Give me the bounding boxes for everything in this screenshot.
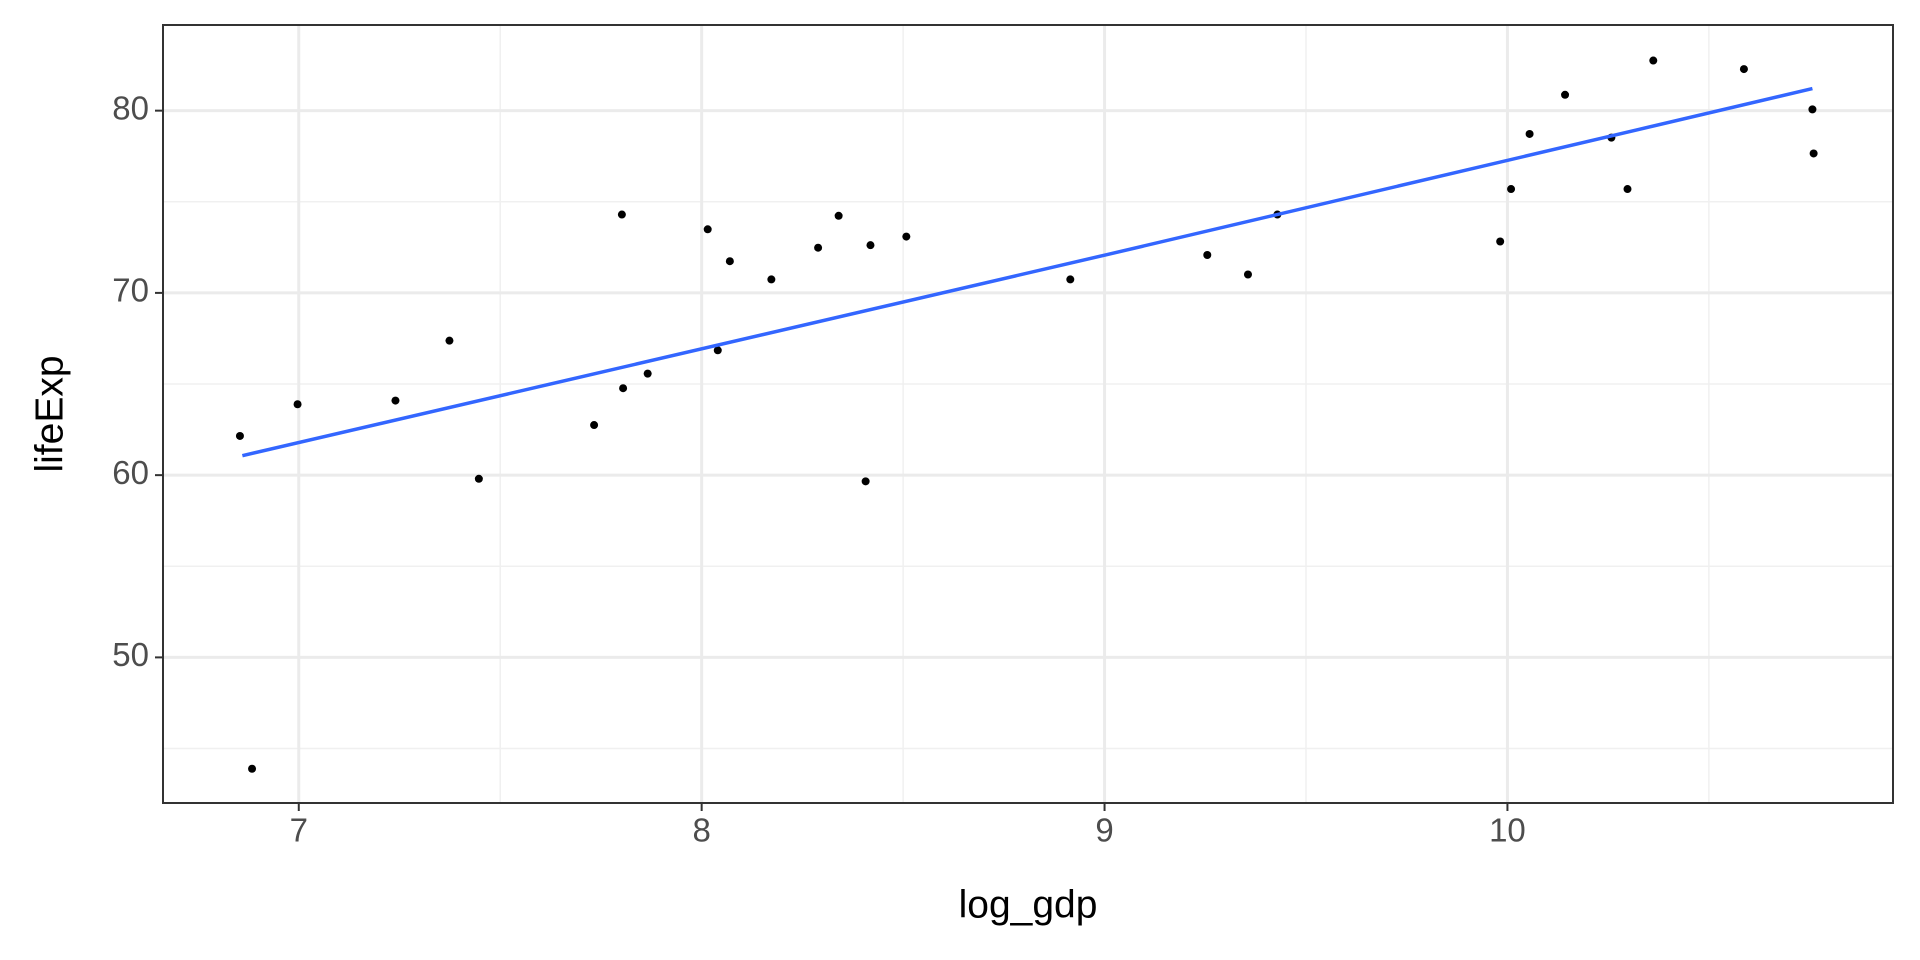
point: [1525, 129, 1534, 138]
x-tick-label: 10: [1489, 812, 1526, 849]
point: [1809, 149, 1818, 158]
point: [590, 421, 599, 430]
point: [445, 336, 454, 345]
point: [861, 477, 870, 486]
point: [293, 400, 302, 409]
point: [248, 764, 257, 773]
y-tick-label: 80: [112, 89, 149, 126]
y-tick-label: 60: [112, 454, 149, 491]
y-tick-label: 70: [112, 272, 149, 309]
point: [617, 210, 626, 219]
point: [1066, 275, 1075, 284]
point: [1507, 185, 1516, 194]
point: [235, 431, 244, 440]
y-tick-label: 50: [112, 636, 149, 673]
x-tick-label: 8: [692, 812, 710, 849]
point: [1649, 56, 1658, 65]
point: [703, 225, 712, 234]
x-tick-label: 9: [1095, 812, 1113, 849]
x-tick-label: 7: [290, 812, 308, 849]
point: [1623, 185, 1632, 194]
point: [1243, 270, 1252, 279]
point: [474, 474, 483, 483]
point: [1203, 250, 1212, 259]
point: [619, 384, 628, 393]
point: [1496, 237, 1505, 246]
x-axis-title: log_gdp: [959, 883, 1098, 926]
point: [1808, 105, 1817, 114]
panel-border: [162, 24, 1894, 804]
point: [1739, 65, 1748, 74]
point: [814, 243, 823, 252]
point: [643, 369, 652, 378]
point: [713, 346, 722, 355]
point: [725, 257, 734, 266]
trend-line: [241, 86, 1813, 458]
point: [391, 396, 400, 405]
point: [767, 275, 776, 284]
point: [902, 232, 911, 241]
point: [866, 241, 875, 250]
y-axis-title: lifeExp: [28, 355, 71, 472]
point: [1561, 90, 1570, 99]
point: [834, 211, 843, 220]
